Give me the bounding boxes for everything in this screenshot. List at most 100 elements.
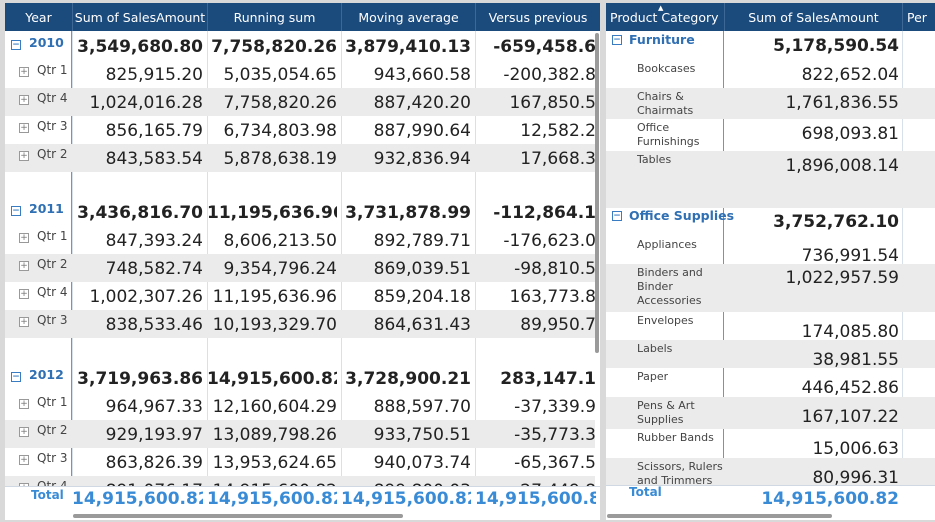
expand-icon[interactable]: +: [19, 261, 29, 271]
horizontal-scrollbar-right[interactable]: [607, 514, 832, 518]
category-subtotal: 5,178,590.54: [773, 36, 899, 56]
year-subtotal: 283,147.1: [500, 369, 596, 389]
quarter-label: Qtr 3: [37, 119, 68, 133]
collapse-icon[interactable]: −: [612, 35, 622, 45]
table-cell: 167,850.5: [509, 93, 596, 113]
header-sum-salesamount[interactable]: Sum of SalesAmount: [72, 3, 207, 31]
grand-total: 14,915,600.82: [207, 489, 337, 509]
subcategory-label: Chairs &: [637, 90, 684, 103]
table-cell: -200,382.8: [503, 65, 596, 85]
year-quarter-matrix[interactable]: Year Sum of SalesAmount Running sum Movi…: [5, 3, 600, 520]
table-cell: 1,022,957.59: [785, 268, 899, 288]
header-running-sum[interactable]: Running sum: [207, 3, 341, 31]
table-cell: 869,039.51: [373, 259, 471, 279]
total-label: Total: [629, 485, 662, 499]
expand-icon[interactable]: +: [19, 95, 29, 105]
table-cell: 7,758,820.26: [223, 93, 337, 113]
collapse-icon[interactable]: −: [11, 206, 21, 216]
subcategory-label: Bookcases: [637, 62, 696, 75]
header-product-category[interactable]: ▲ Product Category: [606, 3, 724, 31]
subcategory-label: Rubber Bands: [637, 431, 714, 444]
grand-total: 14,915,600.82: [341, 489, 471, 509]
quarter-label: Qtr 3: [37, 451, 68, 465]
table-cell: 13,089,798.26: [212, 425, 337, 445]
table-cell: 838,533.46: [105, 315, 203, 335]
subcategory-label: Envelopes: [637, 314, 694, 327]
year-subtotal: 3,436,816.70: [77, 203, 203, 223]
quarter-label: Qtr 3: [37, 313, 68, 327]
table-cell: -37,339.9: [514, 397, 596, 417]
table-cell: 38,981.55: [812, 350, 899, 370]
table-cell: 6,734,803.98: [223, 121, 337, 141]
subcategory-label: Furnishings: [637, 135, 700, 148]
year-subtotal: 3,728,900.21: [345, 369, 471, 389]
table-cell: 843,583.54: [105, 149, 203, 169]
grand-total: 14,915,600.8: [475, 489, 596, 509]
table-cell: 932,836.94: [373, 149, 471, 169]
year-subtotal: 3,719,963.86: [77, 369, 203, 389]
year-subtotal: 14,915,600.82: [207, 369, 337, 389]
table-cell: 89,950.7: [520, 315, 596, 335]
subcategory-label: Tables: [637, 153, 672, 166]
table-cell: 446,452.86: [801, 378, 899, 398]
sort-ascending-icon: ▲: [658, 4, 664, 12]
subcategory-label: Scissors, Rulers: [637, 460, 723, 473]
header-sum-salesamount-right[interactable]: Sum of SalesAmount: [724, 3, 902, 31]
product-category-matrix[interactable]: ▲ Product Category Sum of SalesAmount Pe…: [606, 3, 935, 520]
expand-icon[interactable]: +: [19, 427, 29, 437]
table-cell: 887,990.64: [373, 121, 471, 141]
expand-icon[interactable]: +: [19, 123, 29, 133]
year-subtotal: 3,879,410.13: [345, 37, 471, 57]
vertical-scrollbar[interactable]: [595, 33, 599, 353]
table-cell: 11,195,636.96: [212, 287, 337, 307]
table-cell: 8,606,213.50: [223, 231, 337, 251]
table-cell: 859,204.18: [373, 287, 471, 307]
table-cell: 888,597.70: [373, 397, 471, 417]
table-cell: 940,073.74: [373, 453, 471, 473]
table-cell: 1,002,307.26: [89, 287, 203, 307]
table-cell: 1,761,836.55: [785, 93, 899, 113]
expand-icon[interactable]: +: [19, 455, 29, 465]
subcategory-label: Labels: [637, 342, 673, 355]
expand-icon[interactable]: +: [19, 151, 29, 161]
header-year[interactable]: Year: [5, 3, 72, 31]
table-cell: 847,393.24: [105, 231, 203, 251]
year-label: 2012: [29, 367, 64, 382]
subcategory-label: Paper: [637, 370, 669, 383]
expand-icon[interactable]: +: [19, 317, 29, 327]
expand-icon[interactable]: +: [19, 289, 29, 299]
expand-icon[interactable]: +: [19, 233, 29, 243]
year-label: 2011: [29, 201, 64, 216]
table-cell: -65,367.5: [514, 453, 596, 473]
year-label: 2010: [29, 35, 64, 50]
table-cell: 822,652.04: [801, 65, 899, 85]
table-cell: 1,024,016.28: [89, 93, 203, 113]
expand-icon[interactable]: +: [19, 67, 29, 77]
category-label: Furniture: [629, 32, 695, 47]
table-cell: 892,789.71: [373, 231, 471, 251]
subcategory-label: Appliances: [637, 238, 697, 251]
subcategory-label: Pens & Art: [637, 399, 695, 412]
horizontal-scrollbar[interactable]: [73, 514, 403, 518]
collapse-icon[interactable]: −: [11, 40, 21, 50]
table-cell: 13,953,624.65: [212, 453, 337, 473]
year-subtotal: 7,758,820.26: [211, 37, 337, 57]
year-subtotal: 11,195,636.96: [207, 203, 337, 223]
subcategory-label: and Trimmers: [637, 474, 713, 487]
quarter-label: Qtr 1: [37, 63, 68, 77]
table-cell: 163,773.8: [509, 287, 596, 307]
table-cell: 825,915.20: [105, 65, 203, 85]
table-cell: 964,967.33: [105, 397, 203, 417]
grand-total: 14,915,600.82: [761, 489, 899, 509]
collapse-icon[interactable]: −: [11, 372, 21, 382]
expand-icon[interactable]: +: [19, 399, 29, 409]
table-cell: 1,896,008.14: [785, 156, 899, 176]
collapse-icon[interactable]: −: [612, 211, 622, 221]
table-cell: 167,107.22: [801, 407, 899, 427]
table-cell: 863,826.39: [105, 453, 203, 473]
header-versus-previous[interactable]: Versus previous: [475, 3, 600, 31]
header-per[interactable]: Per: [902, 3, 935, 31]
table-cell: 929,193.97: [105, 425, 203, 445]
table-cell: 10,193,329.70: [212, 315, 337, 335]
header-moving-average[interactable]: Moving average: [341, 3, 475, 31]
